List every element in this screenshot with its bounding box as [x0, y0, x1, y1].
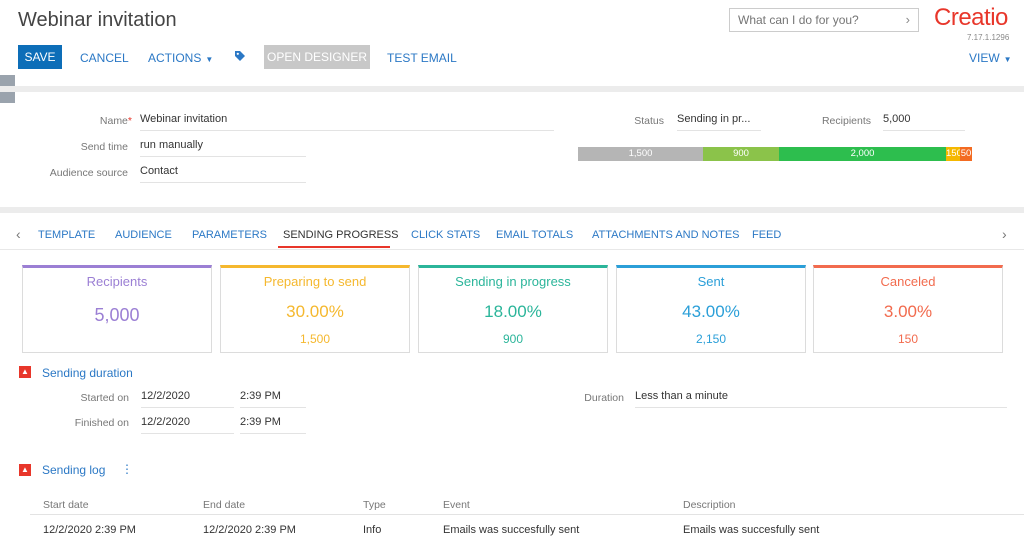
card-count: 1,500 [299, 332, 331, 346]
card-title: Recipients [86, 274, 148, 289]
card-count: 150 [897, 332, 919, 346]
search-input[interactable] [730, 9, 890, 31]
send-time-field[interactable]: run manually [140, 139, 306, 157]
started-on-label: Started on [80, 392, 129, 404]
recipients-field[interactable]: 5,000 [883, 113, 965, 131]
test-email-button[interactable]: TEST EMAIL [387, 51, 457, 65]
column-header[interactable]: Type [363, 499, 386, 511]
card-preparing-to-send: Preparing to send 30.00% 1,500 [220, 265, 410, 353]
divider [0, 86, 1024, 92]
chevron-right-icon[interactable]: › [905, 12, 910, 27]
caret-down-icon: ▼ [205, 55, 214, 64]
column-header[interactable]: Start date [43, 499, 89, 511]
page-title: Webinar invitation [18, 9, 177, 31]
started-time-field[interactable]: 2:39 PM [240, 390, 306, 408]
recipients-label: Recipients [821, 115, 871, 127]
version-label: 7.17.1.1296 [967, 33, 1010, 42]
started-date-field[interactable]: 12/2/2020 [141, 390, 234, 408]
card-percent: 18.00% [484, 302, 542, 321]
finished-time-field[interactable]: 2:39 PM [240, 416, 306, 434]
column-header[interactable]: Description [683, 499, 736, 511]
tab-attachments-and-notes[interactable]: ATTACHMENTS AND NOTES [592, 229, 740, 241]
progress-segment: 900 [703, 147, 779, 161]
tab-audience[interactable]: AUDIENCE [115, 229, 172, 241]
more-options-icon[interactable]: ⋮ [121, 462, 133, 476]
card-canceled: Canceled 3.00% 150 [813, 265, 1003, 353]
status-field[interactable]: Sending in pr... [677, 113, 761, 131]
collapse-icon[interactable]: ▲ [19, 366, 31, 378]
table-cell[interactable]: 12/2/2020 2:39 PM [203, 524, 296, 536]
card-title: Sent [697, 274, 725, 289]
finished-on-label: Finished on [74, 417, 129, 429]
audience-source-label: Audience source [49, 167, 128, 179]
card-percent: 3.00% [883, 302, 933, 321]
table-cell[interactable]: 12/2/2020 2:39 PM [43, 524, 136, 536]
card-title: Canceled [880, 274, 936, 289]
sending-duration-title[interactable]: Sending duration [42, 366, 133, 380]
card-sent: Sent 43.00% 2,150 [616, 265, 806, 353]
tab-parameters[interactable]: PARAMETERS [192, 229, 267, 241]
tab-template[interactable]: TEMPLATE [38, 229, 96, 241]
tab-click-stats[interactable]: CLICK STATS [411, 229, 481, 241]
active-tab-indicator [278, 246, 390, 248]
view-label: VIEW [969, 51, 1000, 65]
cancel-button[interactable]: CANCEL [80, 51, 129, 65]
progress-segment: 150 [946, 147, 960, 161]
table-divider [30, 514, 1024, 515]
progress-segment: 50 [960, 147, 972, 161]
card-count: 2,150 [695, 332, 727, 346]
card-percent: 30.00% [286, 302, 344, 321]
card-recipients: Recipients 5,000 [22, 265, 212, 353]
card-title: Sending in progress [455, 274, 571, 289]
command-search[interactable]: › [729, 8, 919, 32]
progress-segment: 2,000 [779, 147, 946, 161]
progress-segment: 1,500 [578, 147, 703, 161]
card-value: 5,000 [94, 305, 140, 325]
send-time-label: Send time [80, 141, 128, 153]
collapse-icon[interactable]: ▲ [19, 464, 31, 476]
caret-down-icon: ▼ [1003, 55, 1012, 64]
sending-log-title[interactable]: Sending log [42, 463, 106, 477]
tag-icon[interactable] [234, 50, 246, 62]
audience-source-field[interactable]: Contact [140, 165, 306, 183]
name-field[interactable]: Webinar invitation [140, 113, 554, 131]
tab-feed[interactable]: FEED [752, 229, 782, 241]
tabs-divider [0, 249, 1024, 250]
table-cell[interactable]: Emails was succesfully sent [443, 524, 580, 536]
table-cell[interactable]: Info [363, 524, 382, 536]
open-designer-button[interactable]: OPEN DESIGNER [264, 45, 370, 69]
card-count: 900 [502, 332, 524, 346]
tab-sending-progress[interactable]: SENDING PROGRESS [283, 229, 399, 241]
finished-date-field[interactable]: 12/2/2020 [141, 416, 234, 434]
column-header[interactable]: End date [203, 499, 246, 511]
table-cell[interactable]: Emails was succesfully sent [683, 524, 820, 536]
divider [0, 207, 1024, 213]
actions-button[interactable]: ACTIONS ▼ [148, 51, 213, 65]
view-button[interactable]: VIEW ▼ [969, 51, 1012, 65]
tab-email-totals[interactable]: EMAIL TOTALS [496, 229, 574, 241]
logo: Creatio [934, 4, 1008, 31]
card-title: Preparing to send [263, 274, 367, 289]
duration-label: Duration [584, 392, 624, 404]
save-button[interactable]: SAVE [18, 45, 62, 69]
tabs-scroll-left-icon[interactable]: ‹ [16, 226, 21, 242]
tabs-scroll-right-icon[interactable]: › [1002, 226, 1007, 242]
card-percent: 43.00% [682, 302, 740, 321]
name-label: Name* [99, 115, 132, 127]
card-sending-in-progress: Sending in progress 18.00% 900 [418, 265, 608, 353]
duration-field[interactable]: Less than a minute [635, 390, 1007, 408]
status-label: Status [634, 115, 664, 127]
actions-label: ACTIONS [148, 51, 202, 65]
column-header[interactable]: Event [443, 499, 470, 511]
